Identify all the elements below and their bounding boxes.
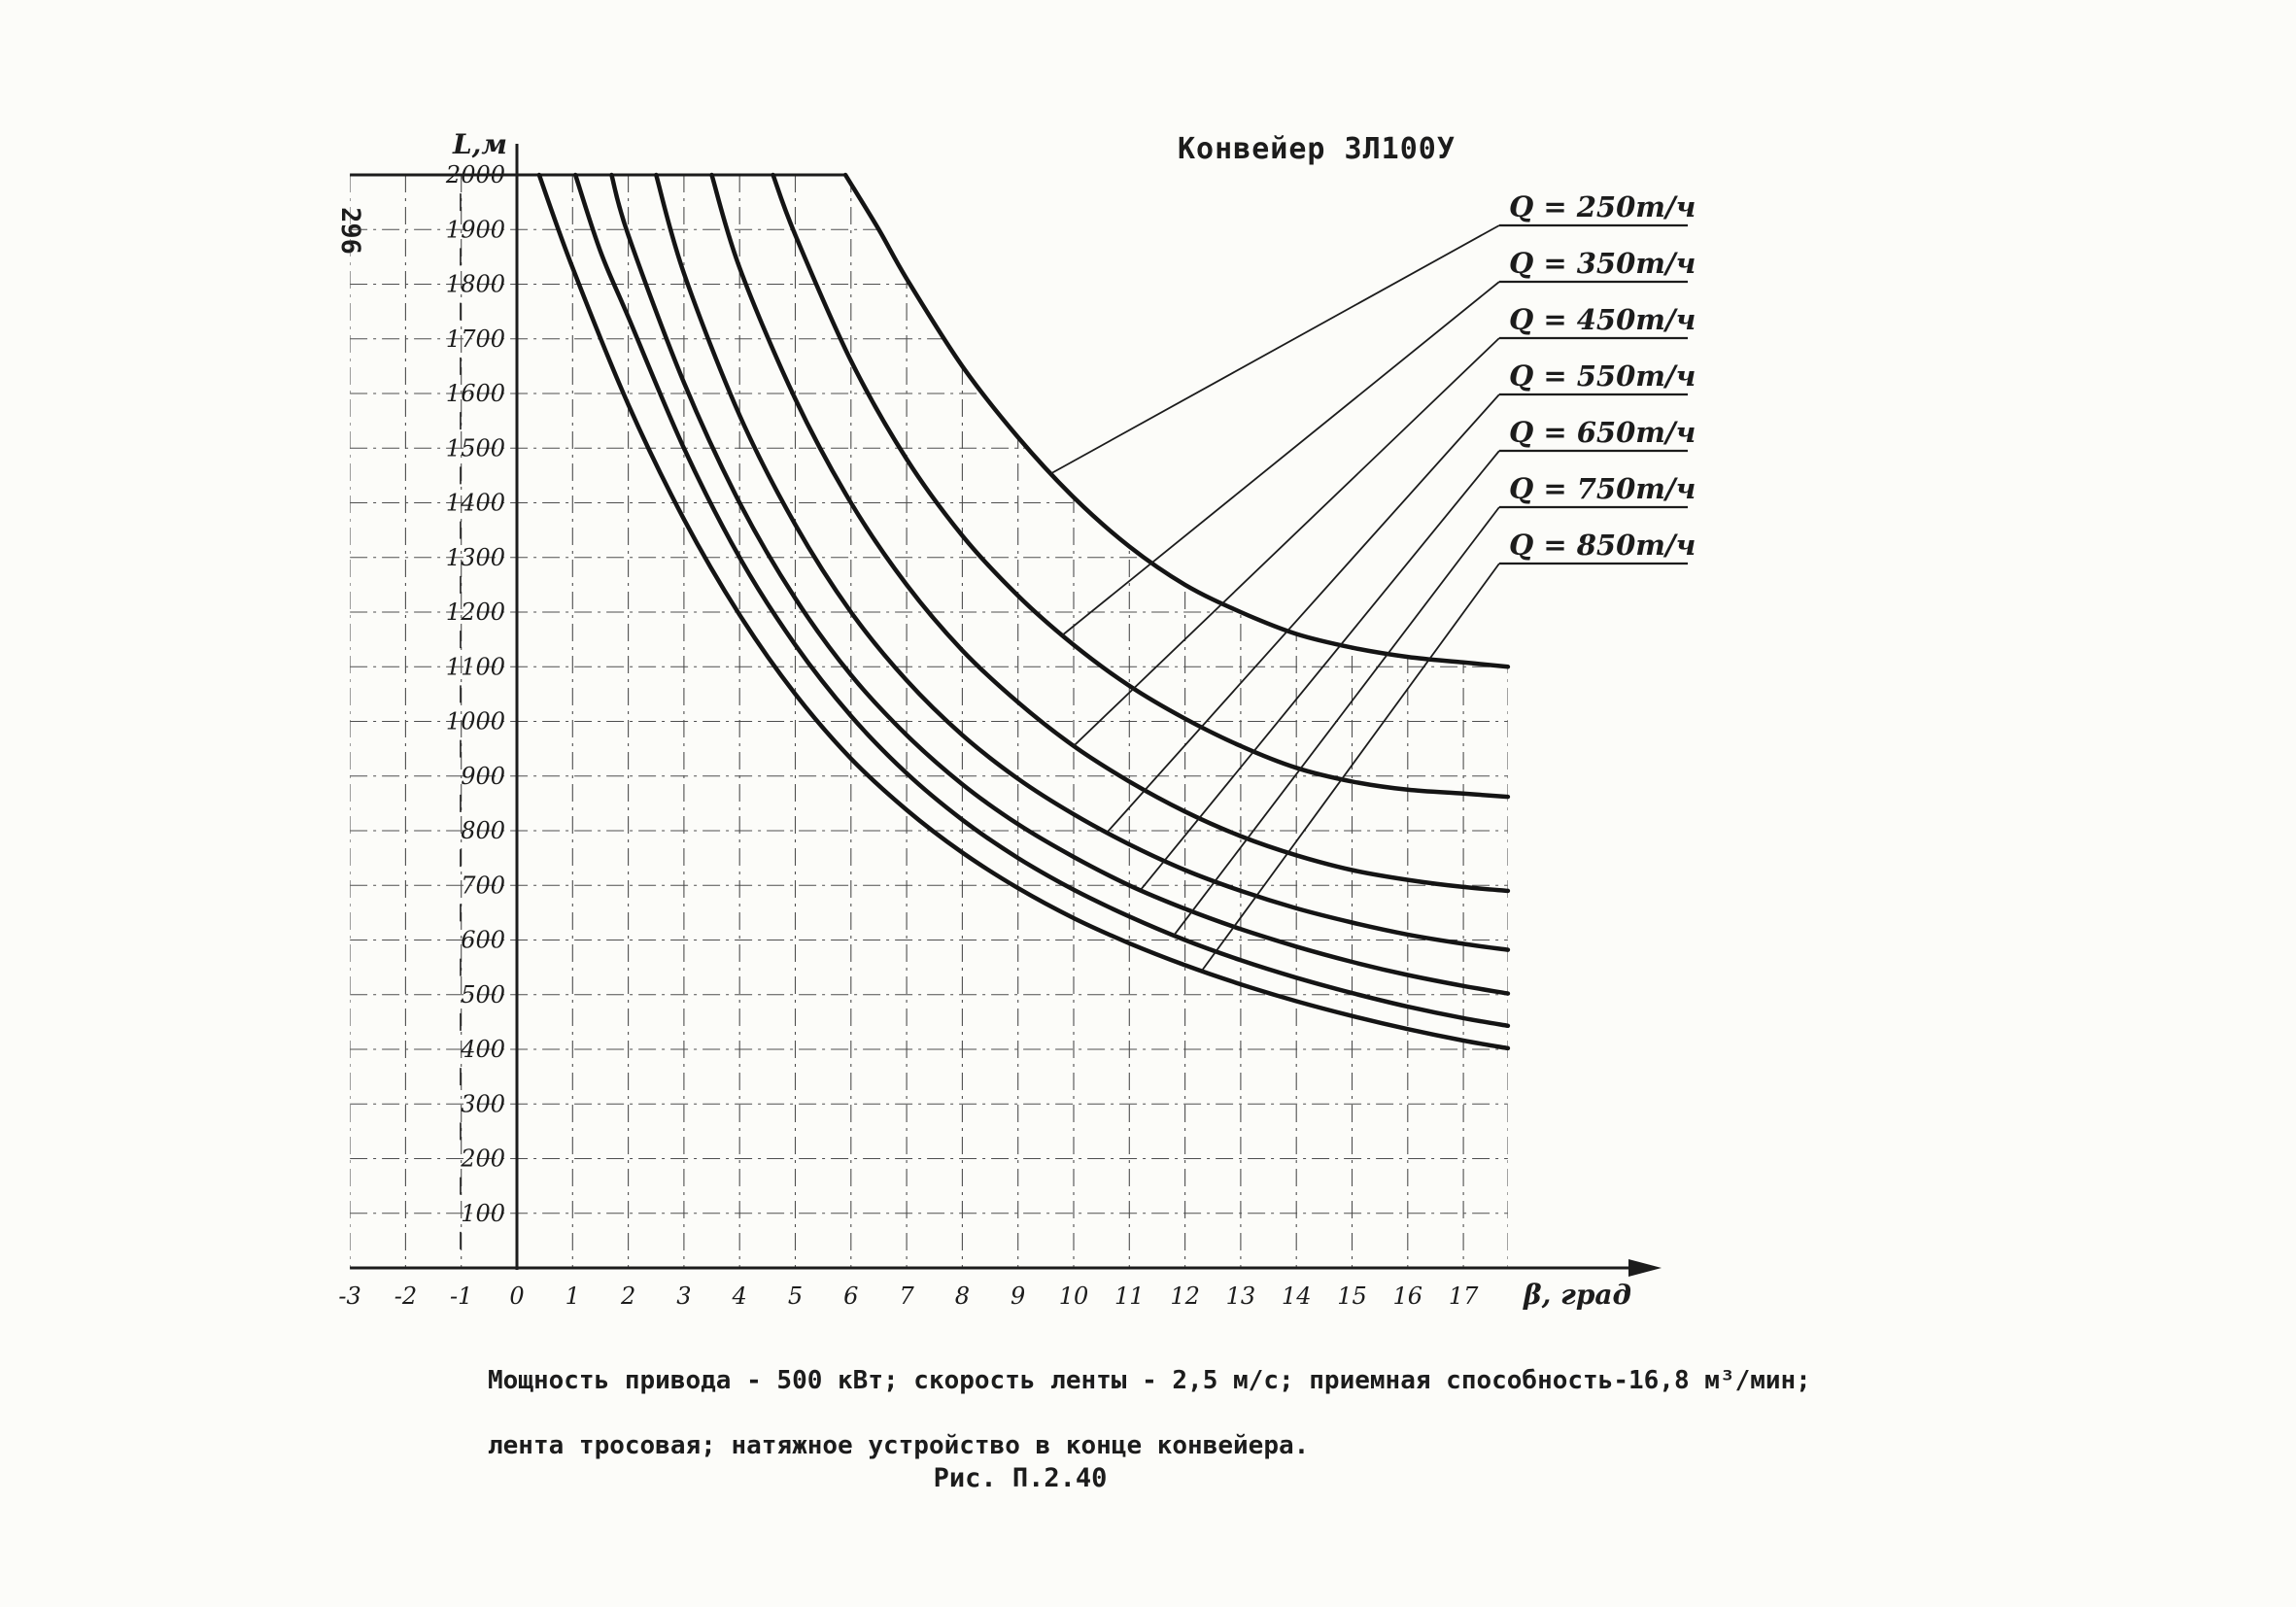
svg-text:500: 500 — [461, 981, 505, 1009]
svg-text:2000: 2000 — [445, 161, 505, 188]
svg-text:10: 10 — [1059, 1282, 1089, 1310]
svg-text:2: 2 — [620, 1282, 635, 1310]
svg-text:800: 800 — [461, 817, 505, 844]
figure-caption: Мощность привода - 500 кВт; скорость лен… — [488, 1352, 1945, 1483]
svg-text:17: 17 — [1449, 1282, 1479, 1310]
svg-text:900: 900 — [461, 763, 505, 790]
svg-text:100: 100 — [461, 1200, 505, 1227]
curve-q850 — [536, 172, 1511, 1051]
legend-label-q550: Q = 550т/ч — [1509, 359, 1696, 393]
svg-text:1200: 1200 — [446, 598, 505, 626]
svg-text:3: 3 — [676, 1282, 691, 1310]
svg-text:0: 0 — [509, 1282, 524, 1310]
svg-text:1600: 1600 — [446, 380, 505, 407]
legend-item-q550: Q = 550т/ч — [1106, 359, 1696, 834]
svg-text:1700: 1700 — [446, 325, 505, 353]
svg-text:5: 5 — [788, 1282, 803, 1310]
svg-text:1: 1 — [565, 1282, 580, 1310]
svg-text:8: 8 — [955, 1282, 970, 1310]
y-axis-label: L,м — [452, 128, 507, 160]
svg-text:1100: 1100 — [446, 653, 505, 680]
legend-label-q750: Q = 750т/ч — [1509, 472, 1696, 505]
svg-text:9: 9 — [1011, 1282, 1025, 1310]
legend-label-q250: Q = 250т/ч — [1509, 190, 1696, 223]
svg-text:-2: -2 — [394, 1282, 417, 1310]
legend-item-q250: Q = 250т/ч — [1050, 190, 1696, 474]
curve-q650 — [609, 172, 1511, 996]
curve-q550 — [654, 172, 1511, 952]
chart-title: Конвейер 3Л100У — [1178, 132, 1456, 166]
svg-text:16: 16 — [1393, 1282, 1423, 1310]
svg-text:200: 200 — [460, 1145, 505, 1173]
svg-text:1000: 1000 — [446, 708, 505, 735]
legend-item-q750: Q = 750т/ч — [1173, 472, 1696, 937]
curve-q250 — [842, 172, 1511, 669]
x-axis-label: β, град — [1523, 1279, 1631, 1311]
svg-text:14: 14 — [1282, 1282, 1312, 1310]
curve-q350 — [771, 172, 1511, 800]
legend-label-q650: Q = 650т/ч — [1509, 416, 1696, 449]
svg-text:400: 400 — [460, 1036, 505, 1063]
svg-text:1800: 1800 — [446, 271, 505, 298]
svg-text:11: 11 — [1114, 1282, 1145, 1310]
svg-text:7: 7 — [899, 1282, 914, 1310]
svg-text:15: 15 — [1337, 1282, 1367, 1310]
y-tick-labels: 100 200 300 400 500 600 700 800 900 1000 1100 1200 1… — [445, 161, 505, 1227]
legend-item-q350: Q = 350т/ч — [1061, 247, 1696, 636]
legend-label-q850: Q = 850т/ч — [1509, 529, 1696, 562]
svg-text:13: 13 — [1226, 1282, 1256, 1310]
svg-text:1500: 1500 — [446, 434, 505, 462]
svg-text:1900: 1900 — [446, 216, 505, 243]
legend-item-q450: Q = 450т/ч — [1073, 303, 1696, 747]
legend-item-q650: Q = 650т/ч — [1140, 416, 1696, 891]
grid-lines — [350, 175, 1508, 1268]
caption-line-1: Мощность привода - 500 кВт; скорость лен… — [488, 1366, 1811, 1395]
x-tick-labels: -3 -2 -1 0 1 2 3 4 5 6 7 8 9 10 11 12 13 14 15 16 17 — [338, 1282, 1479, 1310]
legend-label-q350: Q = 350т/ч — [1509, 247, 1696, 280]
legend-item-q850: Q = 850т/ч — [1201, 529, 1696, 972]
caption-line-2: лента тросовая; натяжное устройство в ко… — [488, 1431, 1310, 1460]
svg-text:6: 6 — [843, 1282, 858, 1310]
svg-text:-1: -1 — [450, 1282, 472, 1310]
curve-q450 — [709, 172, 1511, 894]
svg-text:700: 700 — [461, 872, 505, 899]
x-axis-arrow — [1628, 1259, 1662, 1277]
curve-q750 — [572, 172, 1511, 1029]
svg-text:12: 12 — [1170, 1282, 1200, 1310]
svg-text:1300: 1300 — [446, 544, 505, 571]
svg-text:600: 600 — [461, 927, 505, 954]
svg-text:4: 4 — [732, 1282, 747, 1310]
svg-text:-3: -3 — [338, 1282, 360, 1310]
svg-text:300: 300 — [461, 1090, 505, 1117]
legend-label-q450: Q = 450т/ч — [1509, 303, 1696, 336]
figure-number: Рис. П.2.40 — [933, 1463, 1108, 1493]
svg-text:1400: 1400 — [446, 490, 505, 517]
